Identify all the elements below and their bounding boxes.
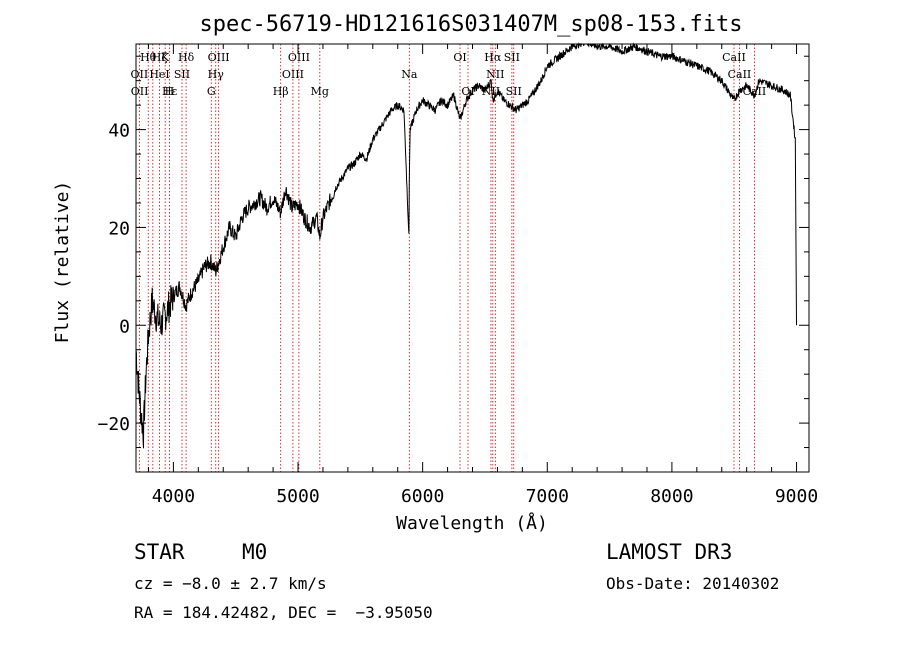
- line-id-label: SII: [174, 68, 190, 81]
- line-id-label: CaII: [722, 51, 746, 64]
- plot-frame: [135, 43, 810, 473]
- line-id-label: CaII: [743, 85, 767, 98]
- x-tick-label: 4000: [152, 486, 195, 507]
- redshift-velocity: cz = −8.0 ± 2.7 km/s: [134, 574, 327, 593]
- line-id-label: Hδ: [178, 51, 195, 64]
- sky-coordinates: RA = 184.42482, DEC = −3.95050: [134, 603, 433, 622]
- line-id-label: OII: [131, 68, 149, 81]
- y-tick-label: 20: [108, 218, 130, 239]
- line-id-label: K: [161, 51, 170, 64]
- line-id-label: Hβ: [273, 85, 289, 98]
- x-tick-label: 6000: [401, 486, 444, 507]
- line-id-label: Hε: [162, 85, 178, 98]
- series-layer: [135, 42, 797, 449]
- y-tick-label: 0: [119, 316, 130, 337]
- line-marker-layer: [138, 44, 755, 472]
- line-id-label: H: [165, 85, 175, 98]
- line-id-label: OIII: [288, 51, 310, 64]
- line-id-label: SII: [504, 51, 520, 64]
- axis-ticks: 4000 5000 6000 7000 8000 9000 −20 0 20 40: [97, 44, 818, 507]
- line-id-label: Hζ: [152, 51, 168, 64]
- line-id-label: G: [207, 85, 216, 98]
- line-id-label: HeI: [149, 68, 169, 81]
- y-tick-label: 40: [108, 121, 130, 142]
- line-id-label: Hγ: [208, 68, 225, 81]
- chart-title: spec-56719-HD121616S031407M_sp08-153.fit…: [199, 12, 742, 37]
- x-tick-label: 7000: [526, 486, 569, 507]
- line-id-label: Hα: [484, 51, 502, 64]
- line-id-label: NII: [486, 68, 504, 81]
- survey-name: LAMOST DR3: [606, 540, 733, 564]
- spectrum-line: [135, 42, 797, 449]
- line-id-label: OIII: [208, 51, 230, 64]
- line-id-label: OII: [131, 85, 149, 98]
- x-tick-label: 8000: [650, 486, 693, 507]
- observation-date: Obs-Date: 20140302: [606, 574, 780, 593]
- line-id-label: NII: [482, 85, 500, 98]
- y-axis-label: Flux (relative): [52, 181, 73, 344]
- line-id-label: SII: [506, 85, 522, 98]
- line-id-label: CaII: [728, 68, 752, 81]
- object-class: STAR: [134, 540, 185, 564]
- line-id-label: OI: [453, 51, 466, 64]
- x-axis-label: Wavelength (Å): [396, 512, 548, 534]
- line-id-label: Na: [401, 68, 418, 81]
- object-subclass: M0: [242, 540, 268, 564]
- line-id-label: OI: [461, 85, 474, 98]
- line-id-label: OIII: [282, 68, 304, 81]
- line-id-label: Mg: [311, 85, 329, 98]
- line-id-label: Hθ: [140, 51, 157, 64]
- x-tick-label: 9000: [775, 486, 818, 507]
- y-tick-label: −20: [97, 414, 130, 435]
- x-tick-label: 5000: [276, 486, 319, 507]
